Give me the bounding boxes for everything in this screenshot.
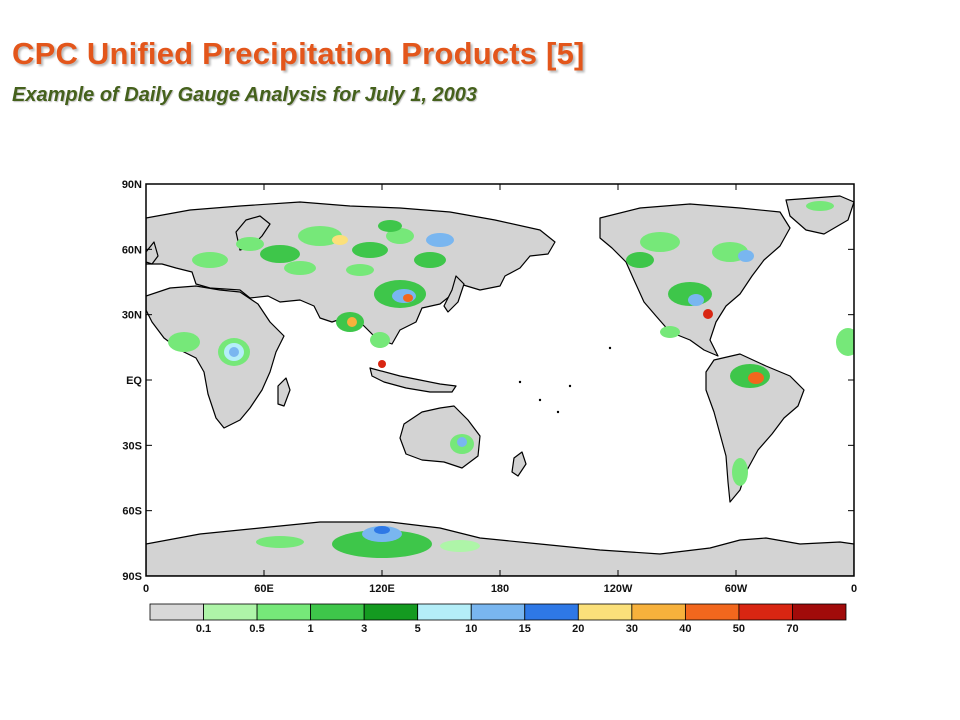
legend-swatch	[684, 603, 740, 621]
slide-title: CPC Unified Precipitation Products [5]	[12, 36, 585, 71]
legend-swatch	[256, 603, 312, 621]
precip-patch	[688, 294, 704, 306]
precip-patch	[374, 526, 390, 534]
precip-patch	[347, 317, 357, 327]
precip-patch	[836, 328, 854, 356]
precip-patch	[332, 530, 432, 558]
precip-patch	[626, 252, 654, 268]
legend-swatch	[738, 603, 793, 621]
legend-label: 0.5	[249, 623, 264, 635]
legend-swatch	[310, 603, 365, 621]
precip-patch	[403, 294, 413, 302]
precip-patch	[370, 332, 390, 348]
precip-patch	[352, 242, 388, 258]
precip-patch	[703, 309, 713, 319]
legend-label: 70	[786, 623, 798, 635]
legend-label: 0.1	[196, 623, 211, 635]
legend-swatch	[577, 603, 633, 621]
x-tick-label: 60W	[725, 583, 748, 595]
x-tick-label: 0	[143, 583, 149, 595]
legend-swatch	[792, 603, 847, 621]
island-dot	[608, 346, 612, 350]
precip-patch	[378, 220, 402, 232]
legend-label: 40	[679, 623, 691, 635]
precip-patch	[414, 252, 446, 268]
legend-swatch	[524, 603, 579, 621]
island-dot	[518, 380, 522, 384]
precip-patch	[378, 360, 386, 368]
legend-label: 15	[519, 623, 531, 635]
land-indonesia	[369, 367, 457, 393]
y-tick-label: 60S	[122, 506, 142, 518]
precip-patch	[256, 536, 304, 548]
legend-label: 20	[572, 623, 584, 635]
map-content	[146, 195, 854, 576]
precip-patch	[386, 228, 414, 244]
precip-patch	[168, 332, 200, 352]
x-tick-label: 180	[491, 583, 509, 595]
legend-swatch	[149, 603, 204, 621]
precipitation-map-figure: 90N 60N 30N EQ 30S 60S 90S 0 60E 120E 180 120W 60W 0 …	[100, 172, 860, 642]
precip-patch	[440, 540, 480, 552]
legend-label: 5	[415, 623, 421, 635]
island-dot	[556, 410, 560, 414]
legend-label: 10	[465, 623, 477, 635]
precip-patch	[806, 201, 834, 211]
precip-patch	[260, 245, 300, 263]
legend-label: 50	[733, 623, 745, 635]
y-tick-label: 60N	[122, 244, 142, 256]
legend-swatch	[470, 603, 526, 621]
x-tick-label: 0	[851, 583, 857, 595]
legend-swatch	[203, 603, 258, 621]
precip-patch	[640, 232, 680, 252]
precipitation-layer	[168, 201, 854, 558]
precip-patch	[738, 250, 754, 262]
y-tick-label: 30N	[122, 310, 142, 322]
precip-patch	[346, 264, 374, 276]
precip-patch	[457, 437, 467, 447]
precip-patch	[660, 326, 680, 338]
legend-label: 30	[626, 623, 638, 635]
land-madagascar	[277, 377, 291, 407]
land-uk	[146, 241, 159, 265]
legend-swatch	[363, 603, 419, 621]
legend-label: 1	[308, 623, 314, 635]
land-new-zealand	[511, 451, 527, 477]
precip-patch	[236, 237, 264, 251]
land-greenland	[785, 195, 854, 235]
slide-subtitle: Example of Daily Gauge Analysis for July…	[12, 84, 478, 106]
precip-patch	[748, 372, 764, 384]
precip-patch	[332, 235, 348, 245]
x-tick-label: 120W	[604, 583, 633, 595]
y-tick-label: 90S	[122, 571, 142, 583]
legend-swatch	[417, 603, 472, 621]
x-tick-label: 120E	[369, 583, 395, 595]
precip-patch	[229, 347, 239, 357]
legend-swatch	[631, 603, 686, 621]
y-tick-label: 30S	[122, 440, 142, 452]
island-dot	[538, 398, 542, 402]
island-dots	[518, 346, 612, 414]
island-dot	[568, 384, 572, 388]
legend-label: 3	[361, 623, 367, 635]
precipitation-legend: 0.1 0.5 1 3 5 10 15 20 30 40 50 70	[149, 603, 847, 635]
y-tick-label: 90N	[122, 179, 142, 191]
precip-patch	[284, 261, 316, 275]
land-japan	[443, 275, 465, 313]
x-tick-label: 60E	[254, 583, 274, 595]
y-tick-label: EQ	[126, 375, 142, 387]
precip-patch	[192, 252, 228, 268]
precip-patch	[426, 233, 454, 247]
land-antarctica	[146, 521, 854, 576]
precip-patch	[298, 226, 342, 246]
precip-patch	[732, 458, 748, 486]
